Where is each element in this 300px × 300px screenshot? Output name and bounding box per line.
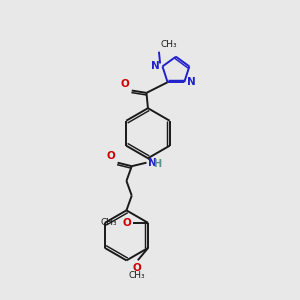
Text: CH₃: CH₃	[100, 218, 117, 227]
Text: O: O	[121, 79, 129, 89]
Text: N: N	[151, 61, 160, 71]
Text: O: O	[133, 263, 142, 273]
Text: O: O	[123, 218, 132, 228]
Text: CH₃: CH₃	[160, 40, 177, 49]
Text: H: H	[153, 158, 161, 169]
Text: CH₃: CH₃	[129, 272, 146, 280]
Text: N: N	[148, 158, 156, 168]
Text: O: O	[106, 152, 115, 161]
Text: N: N	[187, 77, 195, 87]
